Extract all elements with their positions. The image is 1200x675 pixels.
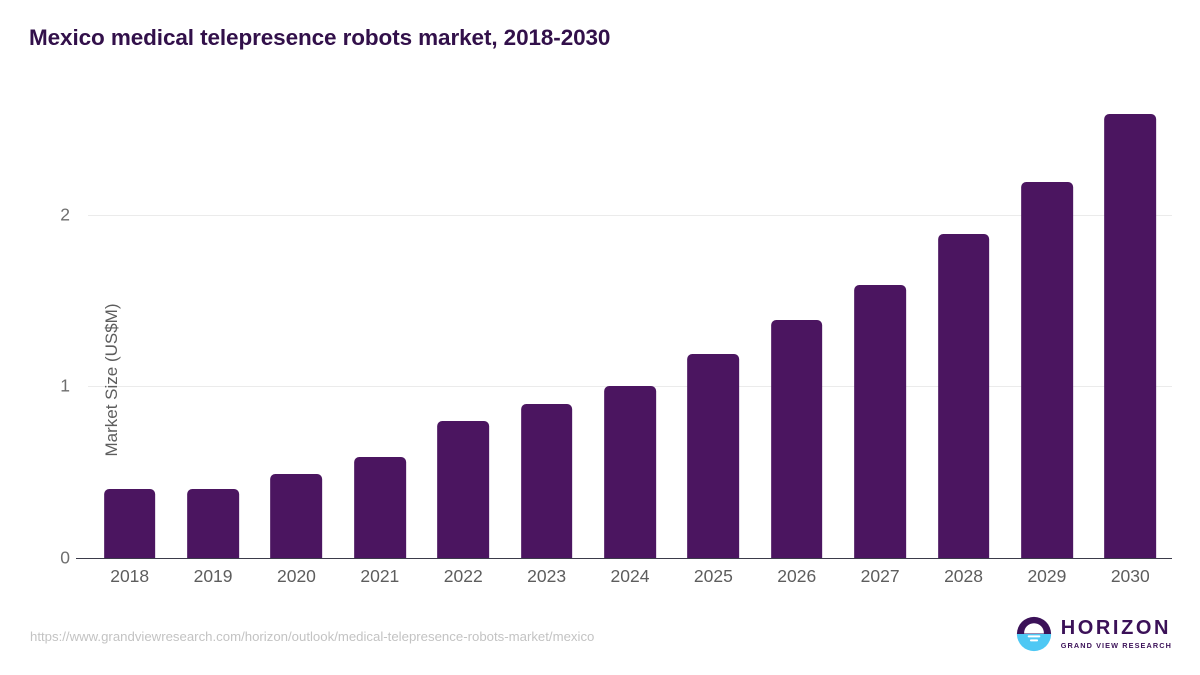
bar-group: 2019 [171, 100, 254, 586]
x-axis-tick-label: 2024 [610, 566, 650, 586]
bar[interactable] [437, 420, 490, 558]
x-axis-tick-label: 2022 [443, 566, 483, 586]
bar[interactable] [1021, 182, 1073, 558]
bar[interactable] [353, 456, 406, 558]
bar-group: 2024 [588, 100, 671, 586]
bar[interactable] [937, 233, 990, 558]
y-axis-tick-label: 1 [60, 375, 70, 396]
bar-group: 2026 [755, 100, 838, 586]
bar[interactable] [520, 403, 573, 558]
x-axis-tick-label: 2025 [693, 566, 733, 586]
horizon-logo[interactable]: HORIZON GRAND VIEW RESEARCH [1016, 616, 1172, 652]
bar-group: 2018 [88, 100, 171, 586]
source-url[interactable]: https://www.grandviewresearch.com/horizo… [30, 629, 595, 644]
bar[interactable] [604, 386, 656, 558]
bar[interactable] [270, 473, 323, 558]
bar-group: 2028 [922, 100, 1005, 586]
x-axis-tick-label: 2020 [276, 566, 316, 586]
y-axis-tick-label: 2 [60, 204, 70, 225]
bar-group: 2022 [422, 100, 505, 586]
bar-group: 2027 [838, 100, 921, 586]
logo-name: HORIZON [1060, 617, 1172, 640]
x-axis-tick-label: 2029 [1027, 566, 1067, 586]
x-axis-tick-label: 2021 [360, 566, 400, 586]
bar[interactable] [770, 319, 823, 558]
x-axis-tick-label: 2019 [193, 566, 233, 586]
x-axis-tick-label: 2026 [777, 566, 817, 586]
x-axis-tick-label: 2023 [527, 566, 567, 586]
bar-group: 2025 [672, 100, 755, 586]
bar[interactable] [187, 489, 239, 558]
gridline [88, 214, 1172, 216]
x-axis-tick-label: 2018 [110, 566, 150, 586]
horizon-logo-icon [1016, 616, 1051, 652]
bar[interactable] [687, 353, 740, 558]
bar[interactable] [854, 285, 906, 558]
x-axis-line [76, 557, 1172, 560]
logo-subtitle: GRAND VIEW RESEARCH [1060, 641, 1172, 651]
x-axis-tick-label: 2030 [1110, 566, 1150, 586]
x-axis-tick-label: 2027 [860, 566, 900, 586]
bar-group: 2020 [255, 100, 338, 586]
bar-group: 2023 [505, 100, 588, 586]
bar-group: 2030 [1089, 100, 1172, 586]
page-title: Mexico medical telepresence robots marke… [29, 25, 611, 50]
y-axis-tick-label: 0 [60, 547, 70, 568]
bar[interactable] [1104, 113, 1157, 558]
x-axis-tick-label: 2028 [944, 566, 983, 586]
logo-wordmark: HORIZON GRAND VIEW RESEARCH [1061, 618, 1172, 649]
bar[interactable] [103, 489, 156, 558]
bar-series: 2018 2019 2020 2021 2022 2023 2024 2025 2026 2027… [88, 100, 1172, 586]
bar-group: 2029 [1005, 100, 1088, 586]
bar-group: 2021 [338, 100, 421, 586]
